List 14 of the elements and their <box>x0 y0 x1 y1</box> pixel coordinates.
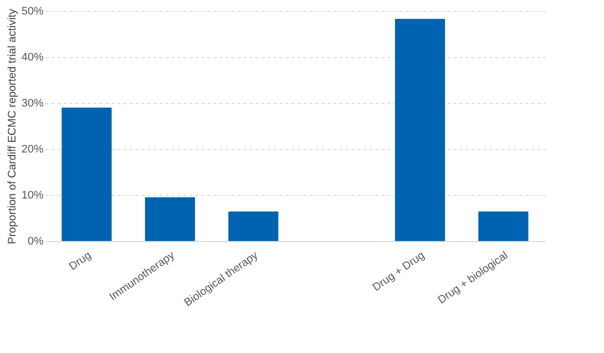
y-tick-label: 10% <box>21 190 44 202</box>
y-tick-label: 40% <box>21 52 44 64</box>
bar <box>145 197 195 241</box>
bar <box>62 108 112 241</box>
x-tick-label: Drug <box>67 250 94 274</box>
bar <box>395 18 445 241</box>
y-tick-label: 30% <box>21 98 44 110</box>
y-axis-title: Proportion of Cardiff ECMC reported trial activity <box>6 8 18 244</box>
y-tick-label: 50% <box>21 6 44 18</box>
x-tick-label: Drug + Drug <box>370 250 427 294</box>
bar <box>478 212 528 241</box>
bar <box>228 212 278 241</box>
y-tick-label: 0% <box>28 236 44 248</box>
y-tick-label: 20% <box>21 144 44 156</box>
